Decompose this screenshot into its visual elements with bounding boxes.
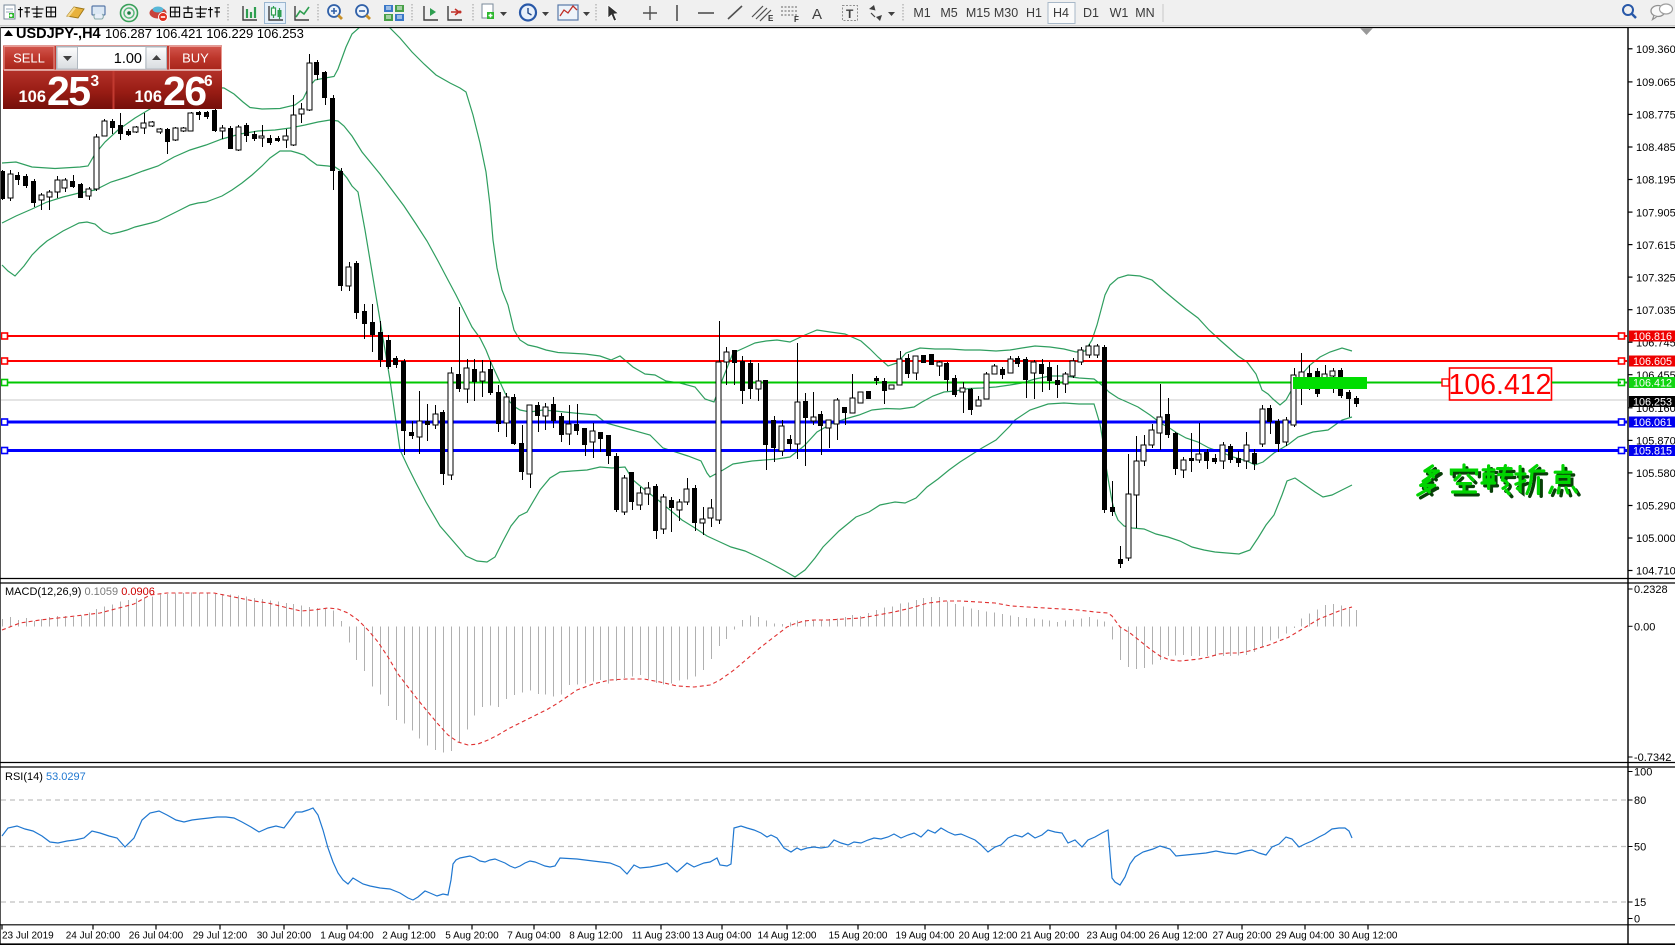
svg-text:26: 26 xyxy=(163,68,206,114)
svg-text:20 Aug 12:00: 20 Aug 12:00 xyxy=(959,931,1018,942)
svg-text:USDJPY-,H4: USDJPY-,H4 xyxy=(16,26,101,42)
svg-text:104.710: 104.710 xyxy=(1636,566,1675,578)
svg-text:2 Aug 12:00: 2 Aug 12:00 xyxy=(382,931,436,942)
svg-text:15 Aug 20:00: 15 Aug 20:00 xyxy=(829,931,888,942)
svg-text:107.615: 107.615 xyxy=(1636,240,1675,252)
svg-text:25: 25 xyxy=(47,68,90,114)
svg-text:MN: MN xyxy=(1135,6,1154,20)
svg-text:107.325: 107.325 xyxy=(1636,272,1675,284)
svg-text:50: 50 xyxy=(1634,842,1646,854)
svg-text:M5: M5 xyxy=(940,6,957,20)
svg-text:SELL: SELL xyxy=(13,51,45,66)
svg-text:15: 15 xyxy=(1634,897,1646,909)
svg-text:T: T xyxy=(846,7,854,21)
svg-text:M30: M30 xyxy=(994,6,1018,20)
svg-text:19 Aug 04:00: 19 Aug 04:00 xyxy=(896,931,955,942)
svg-text:M15: M15 xyxy=(966,6,990,20)
svg-text:MACD(12,26,9) 0.1059 0.0906: MACD(12,26,9) 0.1059 0.0906 xyxy=(5,586,155,598)
svg-text:26 Jul 04:00: 26 Jul 04:00 xyxy=(129,931,184,942)
svg-text:W1: W1 xyxy=(1110,6,1129,20)
svg-text:23 Jul 2019: 23 Jul 2019 xyxy=(2,931,54,942)
svg-text:24 Jul 20:00: 24 Jul 20:00 xyxy=(66,931,121,942)
svg-text:8 Aug 12:00: 8 Aug 12:00 xyxy=(569,931,623,942)
svg-text:RSI(14) 53.0297: RSI(14) 53.0297 xyxy=(5,771,86,783)
svg-text:0.2328: 0.2328 xyxy=(1634,584,1668,596)
svg-text:0: 0 xyxy=(1634,914,1640,926)
svg-text:105.870: 105.870 xyxy=(1636,436,1675,448)
svg-text:13 Aug 04:00: 13 Aug 04:00 xyxy=(693,931,752,942)
svg-text:106: 106 xyxy=(18,88,46,106)
svg-text:A: A xyxy=(812,6,822,23)
svg-text:F: F xyxy=(794,15,799,24)
svg-text:7 Aug 04:00: 7 Aug 04:00 xyxy=(507,931,561,942)
svg-text:1.00: 1.00 xyxy=(114,51,142,67)
svg-text:109.065: 109.065 xyxy=(1636,77,1675,89)
svg-text:106.287 106.421 106.229 106.25: 106.287 106.421 106.229 106.253 xyxy=(105,26,304,41)
svg-text:106: 106 xyxy=(134,88,162,106)
svg-text:106.816: 106.816 xyxy=(1633,331,1672,343)
svg-text:100: 100 xyxy=(1634,767,1652,779)
svg-text:E: E xyxy=(768,14,774,23)
svg-text:23 Aug 04:00: 23 Aug 04:00 xyxy=(1087,931,1146,942)
svg-text:26 Aug 12:00: 26 Aug 12:00 xyxy=(1149,931,1208,942)
svg-text:3: 3 xyxy=(91,73,100,90)
svg-text:107.035: 107.035 xyxy=(1636,305,1675,317)
svg-text:105.000: 105.000 xyxy=(1636,533,1675,545)
svg-text:6: 6 xyxy=(204,73,213,90)
svg-text:107.905: 107.905 xyxy=(1636,207,1675,219)
svg-text:106.605: 106.605 xyxy=(1633,356,1672,368)
svg-text:105.580: 105.580 xyxy=(1636,468,1675,480)
svg-text:106.061: 106.061 xyxy=(1633,417,1672,429)
svg-text:105.815: 105.815 xyxy=(1633,446,1672,458)
svg-text:D1: D1 xyxy=(1083,6,1099,20)
svg-text:27 Aug 20:00: 27 Aug 20:00 xyxy=(1213,931,1272,942)
svg-text:5 Aug 20:00: 5 Aug 20:00 xyxy=(445,931,499,942)
svg-text:106.412: 106.412 xyxy=(1448,369,1551,401)
svg-text:H1: H1 xyxy=(1026,6,1042,20)
svg-text:108.195: 108.195 xyxy=(1636,175,1675,187)
svg-text:29 Jul 12:00: 29 Jul 12:00 xyxy=(193,931,248,942)
svg-text:80: 80 xyxy=(1634,795,1646,807)
svg-text:30 Jul 20:00: 30 Jul 20:00 xyxy=(257,931,312,942)
svg-text:106.412: 106.412 xyxy=(1633,378,1672,390)
svg-text:M1: M1 xyxy=(913,6,930,20)
svg-text:14 Aug 12:00: 14 Aug 12:00 xyxy=(758,931,817,942)
svg-text:108.775: 108.775 xyxy=(1636,110,1675,122)
svg-text:105.290: 105.290 xyxy=(1636,501,1675,513)
svg-text:106.253: 106.253 xyxy=(1633,397,1672,409)
svg-text:H4: H4 xyxy=(1053,6,1069,20)
svg-text:109.360: 109.360 xyxy=(1636,44,1675,56)
svg-text:30 Aug 12:00: 30 Aug 12:00 xyxy=(1339,931,1398,942)
svg-text:11 Aug 23:00: 11 Aug 23:00 xyxy=(632,931,691,942)
svg-text:108.485: 108.485 xyxy=(1636,142,1675,154)
svg-text:21 Aug 20:00: 21 Aug 20:00 xyxy=(1021,931,1080,942)
svg-text:BUY: BUY xyxy=(182,51,209,66)
svg-text:29 Aug 04:00: 29 Aug 04:00 xyxy=(1276,931,1335,942)
svg-text:0.00: 0.00 xyxy=(1634,622,1655,634)
svg-text:-0.7342: -0.7342 xyxy=(1634,752,1671,764)
svg-text:1 Aug 04:00: 1 Aug 04:00 xyxy=(320,931,374,942)
